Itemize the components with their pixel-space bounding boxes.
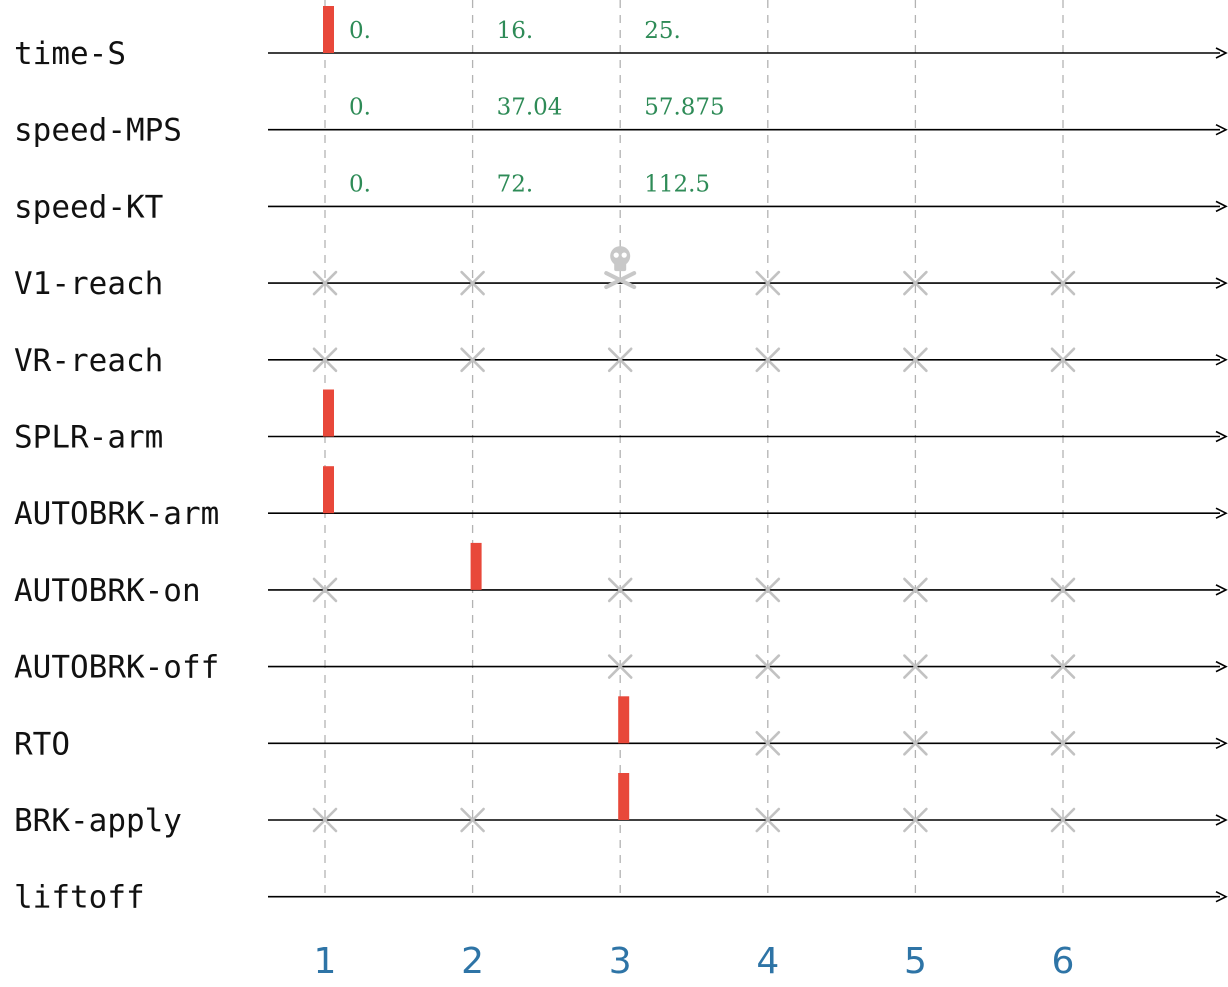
signal-row-autobrk-off: AUTOBRK-off [14, 650, 1228, 686]
signal-row-speed-kt: speed-KT 0. 72. 112.5 [14, 171, 1228, 225]
value-label: 25. [644, 18, 681, 44]
cross-mark-icon [607, 347, 633, 373]
signal-label: time-S [14, 36, 126, 72]
signal-label: AUTOBRK-off [14, 650, 219, 686]
signal-row-time-s: time-S 0. 16. 25. [14, 6, 1228, 72]
pulse-marker [618, 696, 630, 744]
cross-mark-icon [312, 577, 338, 603]
value-label: 16. [497, 18, 534, 44]
value-label: 37.04 [497, 95, 563, 121]
cross-mark-icon [755, 730, 781, 756]
step-number-1: 1 [314, 941, 337, 982]
cross-mark-icon [312, 270, 338, 296]
cross-mark-icon [1050, 347, 1076, 373]
value-label: 0. [349, 95, 371, 121]
cross-mark-icon [903, 347, 928, 373]
pulse-marker [323, 6, 334, 53]
cross-mark-icon [607, 577, 633, 603]
signal-label: speed-KT [14, 189, 163, 225]
cross-mark-icon [755, 807, 781, 833]
pulse-marker [323, 389, 334, 437]
arrowhead-icon [1215, 430, 1228, 443]
value-label: 0. [349, 171, 371, 197]
signal-label: AUTOBRK-arm [14, 496, 219, 532]
signal-label: SPLR-arm [14, 420, 163, 456]
signal-row-v1-reach: V1-reach [14, 246, 1228, 302]
cross-mark-icon [460, 270, 485, 296]
step-number-6: 6 [1052, 941, 1075, 982]
cross-mark-icon [903, 730, 928, 756]
cross-mark-icon [755, 270, 781, 296]
arrowhead-icon [1215, 354, 1228, 366]
signal-label: speed-MPS [14, 113, 182, 149]
value-label: 72. [497, 171, 534, 197]
cross-mark-icon [1050, 730, 1076, 756]
cross-mark-icon [903, 270, 928, 296]
value-label: 0. [349, 18, 371, 44]
arrowhead-icon [1215, 584, 1228, 596]
signal-label: V1-reach [14, 266, 163, 302]
step-number-5: 5 [904, 941, 927, 982]
arrowhead-icon [1215, 507, 1228, 519]
signal-label: VR-reach [14, 343, 163, 379]
arrowhead-icon [1215, 737, 1228, 750]
cross-mark-icon [1050, 577, 1076, 603]
value-label: 112.5 [644, 171, 710, 197]
signal-row-splr-arm: SPLR-arm [14, 389, 1228, 456]
arrowhead-icon [1215, 47, 1228, 59]
pulse-marker [323, 466, 334, 514]
cross-mark-icon [1050, 654, 1076, 679]
signal-row-autobrk-on: AUTOBRK-on [14, 542, 1228, 609]
arrowhead-icon [1215, 200, 1228, 213]
cross-mark-icon [755, 654, 781, 679]
signal-row-speed-mps: speed-MPS 0. 37.04 57.875 [14, 95, 1228, 149]
cross-mark-icon [1050, 807, 1076, 833]
step-number-4: 4 [756, 941, 779, 982]
cross-mark-icon [460, 347, 485, 373]
arrowhead-icon [1215, 123, 1228, 136]
arrowhead-icon [1215, 814, 1228, 826]
signal-label: BRK-apply [14, 803, 182, 839]
cross-mark-icon [1050, 270, 1076, 296]
arrowhead-icon [1215, 277, 1228, 289]
cross-mark-icon [460, 807, 485, 833]
signal-label: AUTOBRK-on [14, 573, 201, 609]
cross-mark-icon [755, 347, 781, 373]
signal-label: liftoff [14, 880, 145, 916]
cross-mark-icon [903, 654, 928, 679]
cross-mark-icon [312, 347, 338, 373]
cross-mark-icon [903, 577, 928, 603]
step-number-3: 3 [609, 941, 632, 982]
arrowhead-icon [1215, 660, 1228, 673]
cross-mark-icon [755, 577, 781, 603]
signal-row-brk-apply: BRK-apply [14, 773, 1228, 839]
cross-mark-icon [312, 807, 338, 833]
arrowhead-icon [1215, 890, 1228, 903]
value-label: 57.875 [644, 95, 724, 121]
signal-row-vr-reach: VR-reach [14, 343, 1228, 379]
signal-row-liftoff: liftoff [14, 880, 1228, 916]
signal-label: RTO [14, 726, 70, 762]
skull-crossbones-icon [604, 246, 637, 290]
pulse-marker [470, 542, 482, 590]
signal-row-autobrk-arm: AUTOBRK-arm [14, 466, 1228, 532]
cross-mark-icon [903, 807, 928, 833]
pulse-marker [618, 773, 630, 820]
signal-row-rto: RTO [14, 696, 1228, 762]
step-number-2: 2 [461, 941, 484, 982]
cross-mark-icon [607, 654, 633, 679]
